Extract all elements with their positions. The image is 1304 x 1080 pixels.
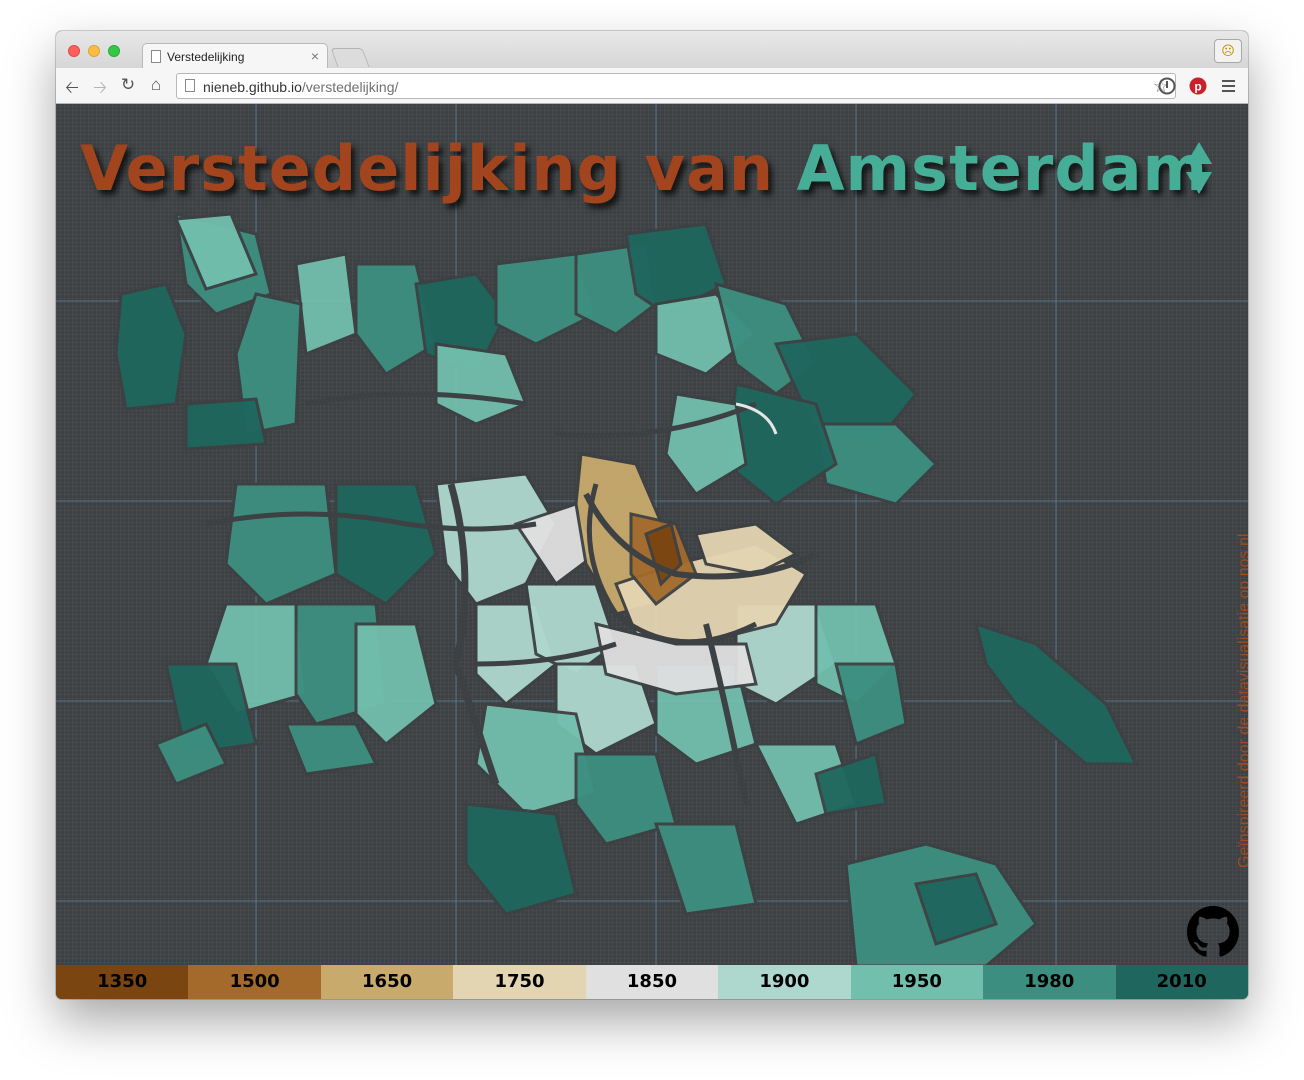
zoom-window-button[interactable] <box>108 45 120 57</box>
district-2 <box>294 252 358 357</box>
page-icon <box>185 79 195 92</box>
district-48 <box>914 872 998 946</box>
district-5 <box>173 212 259 291</box>
github-icon[interactable] <box>1187 906 1239 958</box>
district-19 <box>334 482 438 606</box>
tab-close-icon[interactable]: × <box>310 48 319 64</box>
district-42 <box>653 822 758 916</box>
reload-icon[interactable]: ↻ <box>120 75 136 94</box>
legend-item-1980[interactable]: 1980 <box>983 965 1116 999</box>
address-bar[interactable]: nieneb.github.io/verstedelijking/ ☆ <box>176 73 1176 99</box>
legend-item-2010[interactable]: 2010 <box>1115 965 1248 999</box>
legend-item-1750[interactable]: 1750 <box>453 965 586 999</box>
legend-item-1650[interactable]: 1650 <box>320 965 454 999</box>
bookmark-star-icon[interactable]: ☆ <box>1152 76 1169 96</box>
amsterdam-map <box>56 104 1248 968</box>
back-icon[interactable]: 🡠 <box>65 78 79 97</box>
title-part-verstedelijking: Verstedelijking van <box>80 132 774 205</box>
legend-item-1500[interactable]: 1500 <box>188 965 321 999</box>
legend-item-1950[interactable]: 1950 <box>850 965 984 999</box>
district-18 <box>224 482 338 606</box>
browser-window: Verstedelijking × ☹ 🡠 🡢 ↻ ⌂ nieneb.githu… <box>56 31 1248 999</box>
waterways <box>205 391 818 805</box>
bridge-line <box>735 402 778 435</box>
profile-icon[interactable]: ☹ <box>1214 39 1242 63</box>
district-41 <box>464 802 578 916</box>
year-legend: 1350 1500 1650 1750 1850 1900 1950 1980 2010 <box>56 965 1248 999</box>
page-title: Verstedelijking van Amsterdam <box>80 132 1208 205</box>
district-17 <box>664 392 748 496</box>
district-9 <box>434 342 528 426</box>
page-content: Verstedelijking van Amsterdam Geïnspiree… <box>56 104 1248 999</box>
district-35 <box>694 522 799 576</box>
district-4 <box>184 397 268 451</box>
title-part-amsterdam: Amsterdam <box>796 132 1209 205</box>
district-24 <box>283 722 379 776</box>
district-46 <box>973 621 1139 766</box>
browser-toolbar: 🡠 🡢 ↻ ⌂ nieneb.github.io/verstedelijking… <box>56 68 1248 104</box>
city-switch-arrows[interactable] <box>1184 140 1214 196</box>
legend-item-1850[interactable]: 1850 <box>585 965 719 999</box>
close-window-button[interactable] <box>68 45 80 57</box>
district-49 <box>153 722 229 786</box>
browser-tab[interactable]: Verstedelijking × <box>142 43 328 69</box>
title-bar: Verstedelijking × ☹ <box>56 31 1248 69</box>
district-0 <box>114 282 188 411</box>
map-districts <box>114 212 1139 968</box>
menu-icon[interactable] <box>1221 78 1241 94</box>
pinterest-icon[interactable]: p <box>1189 77 1209 95</box>
svg-text:p: p <box>1194 80 1201 94</box>
home-icon[interactable]: ⌂ <box>150 75 162 94</box>
page-icon <box>151 50 161 63</box>
arrow-down-icon[interactable] <box>1186 172 1212 194</box>
new-tab-button[interactable] <box>330 48 370 67</box>
forward-icon[interactable]: 🡢 <box>93 78 107 97</box>
minimize-window-button[interactable] <box>88 45 100 57</box>
district-44 <box>834 662 908 747</box>
district-45 <box>814 752 888 816</box>
legend-item-1350[interactable]: 1350 <box>56 965 189 999</box>
district-39 <box>474 702 598 816</box>
url-text: nieneb.github.io/verstedelijking/ <box>203 79 399 95</box>
credit-link[interactable]: Geïnspireerd door de datavisualisatie op… <box>1236 533 1248 868</box>
arrow-up-icon[interactable] <box>1186 142 1212 164</box>
legend-item-1900[interactable]: 1900 <box>718 965 851 999</box>
district-15 <box>814 422 939 506</box>
district-40 <box>574 752 678 846</box>
district-8 <box>494 252 598 346</box>
district-23 <box>354 622 438 747</box>
tab-title: Verstedelijking <box>167 50 245 64</box>
extension-icon[interactable] <box>1158 77 1178 95</box>
